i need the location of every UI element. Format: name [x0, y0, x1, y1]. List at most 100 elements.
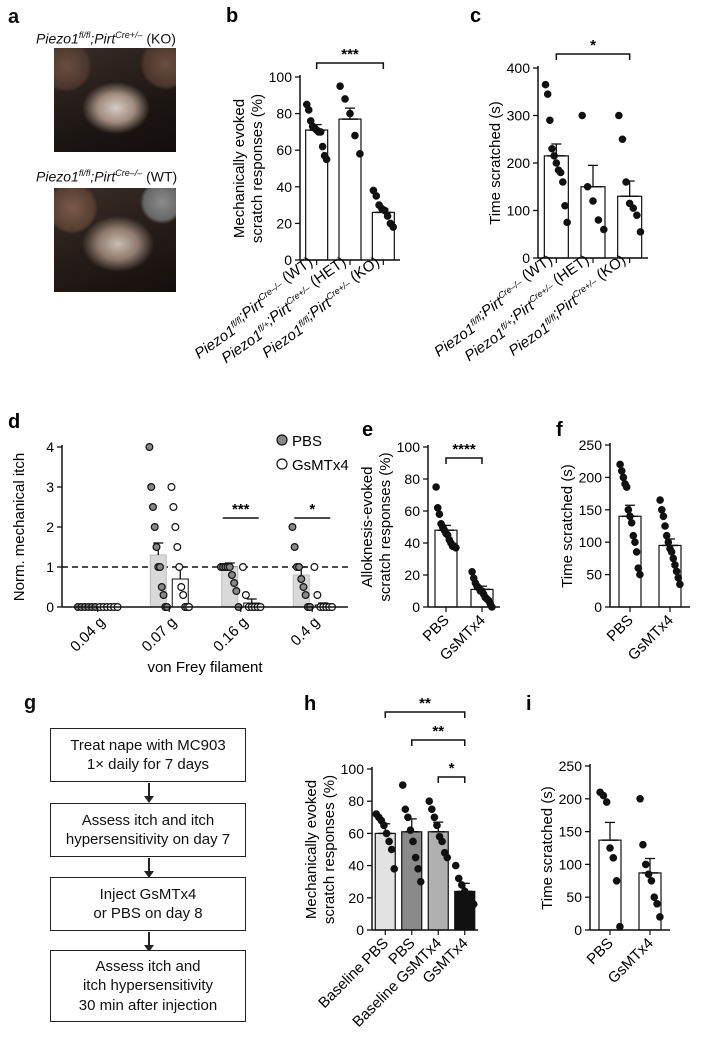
y-tick-label: 150	[559, 824, 583, 840]
x-tick-label: PBS	[604, 612, 637, 645]
significance-label: **	[419, 695, 431, 712]
y-tick-label: 3	[46, 479, 54, 495]
y-tick-label: 0	[594, 599, 602, 615]
significance-bracket	[445, 457, 483, 464]
data-point	[624, 505, 633, 514]
data-point	[390, 865, 399, 873]
data-point	[356, 150, 364, 158]
data-point	[179, 590, 188, 599]
y-tick-label: 60	[404, 503, 420, 519]
y-tick-label: 200	[559, 791, 583, 807]
data-point	[404, 813, 412, 822]
significance-label: *	[449, 760, 455, 777]
data-point	[411, 853, 420, 862]
data-point	[578, 111, 587, 120]
data-point	[671, 561, 679, 569]
y-tick-label: 200	[507, 155, 531, 171]
data-point	[552, 159, 561, 167]
data-point	[631, 538, 639, 547]
data-point	[425, 797, 434, 806]
significance-label: *	[309, 501, 315, 518]
y-axis-label: Time scratched (s)	[559, 464, 576, 588]
data-point	[672, 567, 681, 576]
significance-label: *	[590, 37, 596, 54]
y-axis-label: Time scratched (s)	[487, 101, 504, 225]
data-point	[156, 562, 165, 571]
sup-ko-2: Cre+/–	[115, 30, 143, 40]
y-axis-label: scratch responses (%)	[377, 452, 394, 601]
panel-letter-c: c	[470, 5, 481, 27]
flow-arrow-3	[144, 932, 154, 952]
data-point	[416, 877, 425, 886]
data-point	[561, 201, 569, 210]
data-point	[616, 460, 624, 469]
y-tick-label: 40	[348, 858, 364, 874]
data-point	[664, 538, 673, 547]
y-tick-label: 100	[507, 203, 531, 219]
y-axis-label: Norm. mechanical itch	[11, 453, 28, 601]
y-tick-label: 0	[522, 250, 530, 266]
significance-bracket	[315, 62, 385, 69]
gene-ko: Piezo1	[36, 30, 79, 47]
data-point	[543, 90, 552, 98]
y-tick-label: 400	[507, 60, 531, 76]
y-tick-label: 40	[276, 179, 292, 195]
data-point	[341, 95, 349, 103]
panel-letter-a: a	[8, 6, 20, 28]
data-point	[432, 483, 440, 491]
data-point	[454, 874, 463, 883]
data-point	[295, 562, 304, 571]
data-point	[313, 590, 322, 599]
bar	[338, 118, 362, 261]
data-point	[227, 570, 236, 579]
data-point	[372, 192, 381, 200]
sup-ko-1: fl/fl	[78, 30, 91, 40]
data-point	[230, 578, 239, 587]
x-tick-label: 0.16 g	[210, 614, 252, 656]
data-point	[634, 564, 643, 572]
data-point	[662, 531, 671, 540]
data-point	[288, 522, 297, 531]
y-tick-label: 80	[276, 106, 292, 122]
bar	[618, 515, 642, 608]
y-tick-label: 20	[276, 215, 292, 231]
data-point	[175, 562, 184, 571]
data-point	[167, 483, 176, 492]
data-point	[468, 567, 476, 576]
data-point	[559, 178, 567, 186]
data-point	[622, 178, 630, 186]
data-point	[409, 837, 417, 846]
data-point	[304, 106, 313, 114]
y-tick-label: 0	[356, 922, 364, 938]
y-tick-label: 250	[579, 437, 603, 453]
y-tick-label: 100	[341, 761, 365, 777]
y-tick-label: 300	[507, 108, 531, 124]
data-point	[599, 225, 608, 234]
panel-letter-i: i	[526, 693, 532, 715]
data-point	[336, 82, 344, 90]
data-point	[225, 562, 234, 571]
data-point	[150, 522, 159, 531]
data-point	[452, 543, 460, 552]
significance-label: ***	[341, 46, 359, 63]
chart-e: 0 20 40 60 80 100 Alloknesis-evoked scratch res…	[359, 439, 500, 664]
data-point	[546, 116, 554, 125]
y-tick-label: 100	[559, 856, 583, 872]
y-tick-label: 2	[46, 519, 54, 535]
data-point	[659, 512, 668, 521]
data-point	[644, 870, 653, 879]
y-tick-label: 0	[284, 252, 292, 268]
data-point	[641, 860, 650, 869]
data-point	[594, 216, 603, 224]
data-point	[669, 554, 678, 563]
panel-letters: b c d e f h i	[8, 5, 563, 715]
y-tick-label: 100	[269, 69, 293, 85]
data-point	[657, 505, 666, 514]
data-point	[674, 574, 683, 582]
significance-bracket	[384, 711, 466, 718]
photo-label-ko: Piezo1fl/fl;PirtCre+/– (KO)	[36, 30, 176, 47]
data-point	[438, 837, 446, 846]
